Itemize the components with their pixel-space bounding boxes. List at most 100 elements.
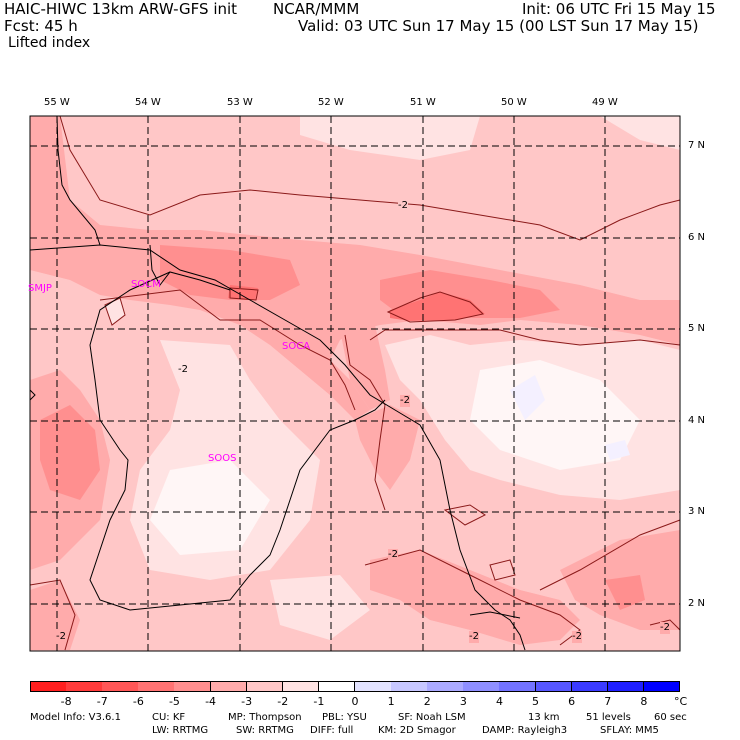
lat-label: 6 N [688, 232, 706, 243]
colorbar-swatch [102, 681, 139, 692]
contour-label: -2 [400, 395, 410, 407]
colorbar-tick-label: 4 [495, 695, 503, 708]
lat-label: 2 N [688, 598, 706, 609]
colorbar-swatch [174, 681, 212, 692]
colorbar-tick-label: 8 [640, 695, 648, 708]
field-region-moderate [340, 325, 390, 410]
colorbar-tick-label: -7 [96, 695, 108, 708]
colorbar-tick-label: 2 [423, 695, 431, 708]
station-soca: SOCA [282, 341, 311, 352]
station-soos: SOOS [208, 453, 237, 464]
footer-model-info: Model Info: V3.6.1 [30, 712, 121, 723]
colorbar-tick-label: -8 [60, 695, 72, 708]
country-border [29, 389, 36, 401]
contour-minus2-line [369, 329, 681, 346]
contour-minus2-line [99, 289, 356, 411]
footer-mp: MP: Thompson [228, 712, 302, 723]
colorbar-tick-label: 0 [351, 695, 359, 708]
colorbar-swatch [355, 681, 392, 692]
colorbar-swatch [643, 681, 681, 692]
model-title: HAIC-HIWC 13km ARW-GFS init [4, 0, 238, 18]
colorbar-swatch [607, 681, 645, 692]
colorbar-tick-label: 3 [459, 695, 467, 708]
colorbar-tick-label: 1 [387, 695, 395, 708]
lat-label: 4 N [688, 415, 706, 426]
field-region-weak [300, 116, 480, 160]
footer-sf: SF: Noah LSM [398, 712, 466, 723]
colorbar-swatch [246, 681, 284, 692]
footer-diff: DIFF: full [310, 725, 354, 736]
institution-label: NCAR/MMM [273, 0, 360, 18]
footer-levels: 51 levels [586, 712, 631, 723]
station-socm: SOCM [131, 279, 161, 290]
lon-label: 53 W [227, 97, 253, 108]
field-name: Lifted index [8, 35, 91, 51]
forecast-hour: Fcst: 45 h [4, 17, 78, 35]
country-border [149, 244, 231, 291]
field-region-moderate [355, 405, 420, 490]
field-region-neutral [470, 360, 640, 470]
footer-sflay: SFLAY: MM5 [600, 725, 659, 736]
colorbar-swatch [463, 681, 500, 692]
footer-damp: DAMP: Rayleigh3 [482, 725, 568, 736]
contour-label: -2 [388, 549, 398, 561]
colorbar-swatch [66, 681, 103, 692]
contour-minus2-line [364, 549, 581, 646]
lon-label: 54 W [135, 97, 161, 108]
lon-label: 51 W [410, 97, 436, 108]
map-frame [29, 115, 681, 652]
contour-minus2-line [344, 334, 386, 511]
field-region-strong [160, 245, 300, 300]
colorbar-tick-label: 5 [532, 695, 540, 708]
colorbar-swatch [138, 681, 175, 692]
field-region-weak [600, 116, 680, 150]
contour-minus2-line [649, 619, 681, 631]
lon-label: 50 W [501, 97, 527, 108]
contour-minus2-line [29, 579, 76, 651]
footer-sw: SW: RRTMG [236, 725, 294, 736]
colorbar-tick-label: -2 [277, 695, 289, 708]
colorbar-swatch [427, 681, 464, 692]
lon-label: 49 W [592, 97, 618, 108]
contour-label: -2 [178, 364, 188, 376]
lon-label: 52 W [318, 97, 344, 108]
lat-label: 7 N [688, 140, 706, 151]
contour-label: -2 [398, 200, 408, 212]
field-region-weak [270, 575, 370, 640]
colorbar-tick-label: -6 [132, 695, 144, 708]
colorbar-swatch [571, 681, 609, 692]
field-region-strong [605, 575, 645, 610]
colorbar-tick-label: -5 [168, 695, 180, 708]
field-region-positive [510, 375, 545, 420]
colorbar-tick-label: -3 [241, 695, 253, 708]
colorbar-swatch [30, 681, 67, 692]
colorbar-swatch [391, 681, 428, 692]
colorbar-swatch [499, 681, 537, 692]
contour-minus2-line [489, 559, 516, 581]
contour-label: -2 [56, 631, 66, 643]
colorbar-swatch [210, 681, 248, 692]
footer-cu: CU: KF [152, 712, 186, 723]
lat-label: 3 N [688, 506, 706, 517]
lat-label: 5 N [688, 323, 706, 334]
colorbar-swatch [282, 681, 320, 692]
contour-minus2-line [539, 519, 681, 591]
colorbar-unit: °C [674, 695, 688, 708]
contour-label: -2 [572, 631, 582, 643]
footer-resolution: 13 km [528, 712, 560, 723]
country-border [89, 271, 386, 611]
valid-time: Valid: 03 UTC Sun 17 May 15 (00 LST Sun … [298, 17, 699, 35]
lon-label: 55 W [44, 97, 70, 108]
contour-minus2-line [59, 115, 681, 241]
country-border [56, 115, 101, 246]
contour-label: -2 [660, 622, 670, 634]
init-time: Init: 06 UTC Fri 15 May 15 [522, 0, 716, 18]
footer-lw: LW: RRTMG [152, 725, 209, 736]
field-region-positive [605, 440, 630, 460]
footer-km: KM: 2D Smagor [378, 725, 456, 736]
field-region-strong [40, 405, 100, 500]
footer-pbl: PBL: YSU [322, 712, 367, 723]
contour-minus2-line [443, 504, 486, 526]
station-smjp: SMJP [28, 283, 52, 294]
